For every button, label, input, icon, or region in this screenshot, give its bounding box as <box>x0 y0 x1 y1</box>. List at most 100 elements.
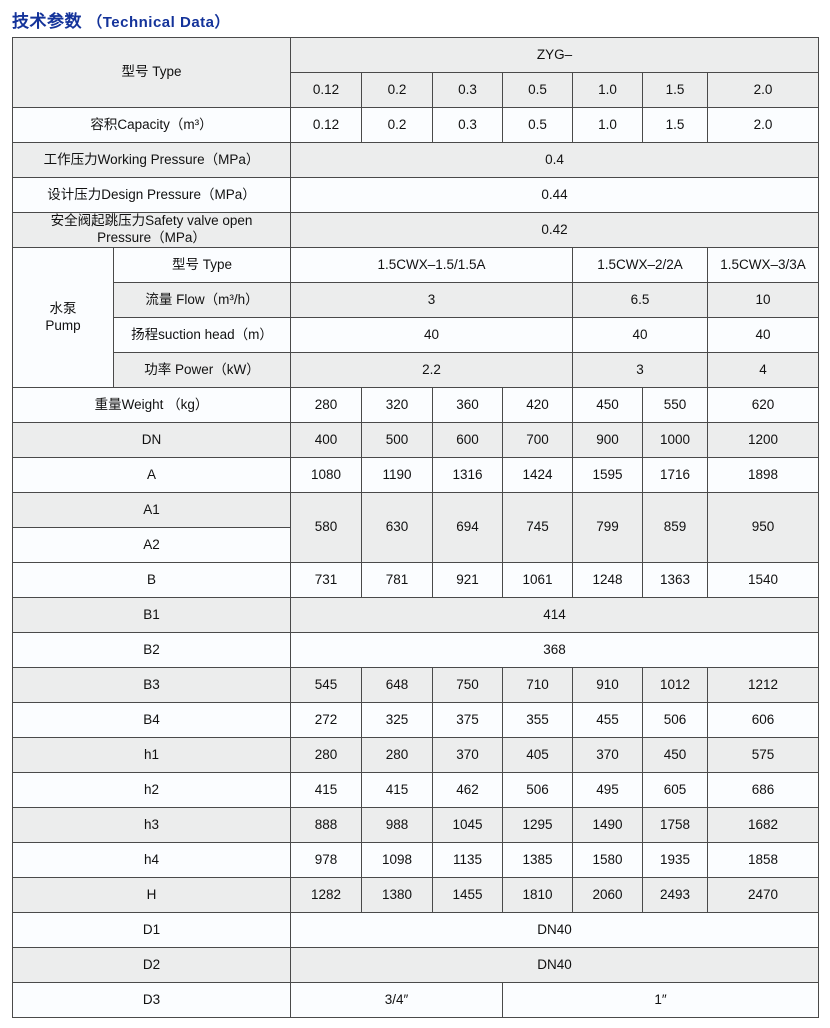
h4-value-6: 1858 <box>707 842 820 878</box>
weight-label: 重量Weight （kg） <box>11 387 292 423</box>
h2-value-5: 605 <box>642 772 709 808</box>
header-model-0: 0.12 <box>290 72 363 108</box>
b-label: B <box>11 562 292 598</box>
h1-value-6: 575 <box>707 737 820 773</box>
h1-value-2: 370 <box>432 737 504 773</box>
d1-label: D1 <box>11 912 292 948</box>
pump-flow-value-1: 6.5 <box>572 282 709 318</box>
table-row-a: A 1080 1190 1316 1424 1595 1716 1898 <box>11 457 820 493</box>
capacity-value-3: 0.5 <box>502 107 574 143</box>
table-row-d2: D2 DN40 <box>11 947 820 983</box>
header-model-4: 1.0 <box>572 72 644 108</box>
capacity-value-5: 1.5 <box>642 107 709 143</box>
capacity-label-unit: （m³） <box>169 116 213 132</box>
dn-value-6: 1200 <box>707 422 820 458</box>
dn-value-2: 600 <box>432 422 504 458</box>
table-row-pump-flow: 流量 Flow（m³/h） 3 6.5 10 <box>13 282 820 318</box>
weight-value-6: 620 <box>707 387 820 423</box>
a2-label: A2 <box>11 527 292 563</box>
table-row-h1: h1 280 280 370 405 370 450 575 <box>11 737 820 773</box>
a1a2-value-1: 630 <box>361 492 434 563</box>
b3-label: B3 <box>11 667 292 703</box>
h3-label: h3 <box>11 807 292 843</box>
safety-valve-label-line1: 安全阀起跳压力Safety valve open <box>50 213 253 229</box>
h3-value-5: 1758 <box>642 807 709 843</box>
a1-label: A1 <box>11 492 292 528</box>
b-value-2: 921 <box>432 562 504 598</box>
h2-label: h2 <box>11 772 292 808</box>
pump-power-value-2: 4 <box>707 352 820 388</box>
technical-data-table: 型号 Type ZYG– 0.12 0.2 0.3 0.5 1.0 1.5 2.… <box>11 37 820 1018</box>
weight-value-2: 360 <box>432 387 504 423</box>
d2-label: D2 <box>11 947 292 983</box>
h3-value-3: 1295 <box>502 807 574 843</box>
working-pressure-label: 工作压力Working Pressure（MPa） <box>11 142 292 178</box>
b-value-1: 781 <box>361 562 434 598</box>
page-title: 技术参数 （Technical Data） <box>12 7 230 32</box>
dn-value-0: 400 <box>290 422 363 458</box>
pump-flow-value-2: 10 <box>707 282 820 318</box>
h3-value-0: 888 <box>290 807 363 843</box>
h3-value-6: 1682 <box>707 807 820 843</box>
header-type-label-cn: 型号 <box>121 64 149 80</box>
b4-value-3: 355 <box>502 702 574 738</box>
capacity-value-4: 1.0 <box>572 107 644 143</box>
h2-value-0: 415 <box>290 772 363 808</box>
pump-flow-value-0: 3 <box>290 282 574 318</box>
b4-label: B4 <box>11 702 292 738</box>
pump-group-label: 水泵 Pump <box>12 247 114 388</box>
d3-value-right: 1″ <box>502 982 820 1018</box>
a1a2-value-0: 580 <box>290 492 363 563</box>
pump-type-label-en: Type <box>202 256 233 272</box>
b-value-0: 731 <box>290 562 363 598</box>
h2-value-6: 686 <box>707 772 820 808</box>
table-row-b3: B3 545 648 750 710 910 1012 1212 <box>11 667 820 703</box>
b2-label: B2 <box>11 632 292 668</box>
table-row-design-pressure: 设计压力Design Pressure（MPa） 0.44 <box>11 177 820 213</box>
header-model-6: 2.0 <box>707 72 820 108</box>
b-value-6: 1540 <box>707 562 820 598</box>
a-value-4: 1595 <box>572 457 644 493</box>
safety-valve-label-line2: Pressure（MPa） <box>97 230 206 245</box>
b4-value-2: 375 <box>432 702 504 738</box>
pump-group-label-cn: 水泵 <box>49 300 77 316</box>
a1a2-value-3: 745 <box>502 492 574 563</box>
table-row-pump-power: 功率 Power（kW） 2.2 3 4 <box>13 352 820 388</box>
h4-label: h4 <box>11 842 292 878</box>
d3-label: D3 <box>11 982 292 1018</box>
a-value-0: 1080 <box>290 457 363 493</box>
h2-value-3: 506 <box>502 772 574 808</box>
dn-label: DN <box>11 422 292 458</box>
pump-power-value-1: 3 <box>572 352 709 388</box>
safety-valve-label: 安全阀起跳压力Safety valve open Pressure（MPa） <box>11 212 292 248</box>
b4-value-6: 606 <box>707 702 820 738</box>
design-pressure-label: 设计压力Design Pressure（MPa） <box>11 177 292 213</box>
H-value-2: 1455 <box>432 877 504 913</box>
pump-power-label: 功率 Power（kW） <box>112 352 292 388</box>
pump-group-label-en: Pump <box>45 317 81 333</box>
a-value-6: 1898 <box>707 457 820 493</box>
b3-value-5: 1012 <box>642 667 709 703</box>
h4-value-4: 1580 <box>572 842 644 878</box>
b3-value-2: 750 <box>432 667 504 703</box>
H-value-6: 2470 <box>707 877 820 913</box>
pump-suction-head-value-0: 40 <box>290 317 574 353</box>
safety-valve-value: 0.42 <box>290 212 820 248</box>
dn-value-1: 500 <box>361 422 434 458</box>
dn-value-3: 700 <box>502 422 574 458</box>
h1-value-0: 280 <box>290 737 363 773</box>
weight-value-4: 450 <box>572 387 644 423</box>
d1-value: DN40 <box>290 912 820 948</box>
b3-value-1: 648 <box>361 667 434 703</box>
h3-value-2: 1045 <box>432 807 504 843</box>
h3-value-4: 1490 <box>572 807 644 843</box>
h4-value-2: 1135 <box>432 842 504 878</box>
d3-value-left: 3/4″ <box>290 982 504 1018</box>
table-row-dn: DN 400 500 600 700 900 1000 1200 <box>11 422 820 458</box>
header-series-prefix: ZYG– <box>290 37 820 73</box>
capacity-value-6: 2.0 <box>707 107 820 143</box>
working-pressure-value: 0.4 <box>290 142 820 178</box>
a-label: A <box>11 457 292 493</box>
b-value-3: 1061 <box>502 562 574 598</box>
design-pressure-value: 0.44 <box>290 177 820 213</box>
